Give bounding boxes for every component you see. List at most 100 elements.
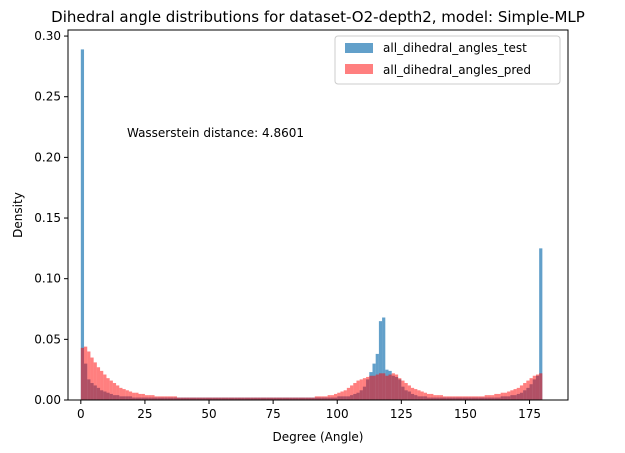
- histogram-bar: [119, 387, 123, 400]
- x-tick-label: 0: [77, 407, 85, 421]
- x-tick-label: 50: [201, 407, 216, 421]
- x-tick-label: 150: [454, 407, 477, 421]
- histogram-bar: [433, 395, 437, 400]
- histogram-bar: [529, 378, 533, 400]
- legend: all_dihedral_angles_test all_dihedral_an…: [334, 35, 561, 85]
- histogram-bar: [212, 397, 216, 400]
- histogram-bar: [535, 374, 540, 400]
- histogram-bar: [423, 392, 427, 400]
- histogram-bar: [362, 378, 367, 400]
- histogram-bar: [532, 375, 536, 400]
- histogram-bar: [443, 396, 447, 400]
- histogram-bar: [189, 397, 193, 400]
- histogram-bar: [318, 396, 322, 400]
- wasserstein-annotation: Wasserstein distance: 4.8601: [127, 126, 304, 140]
- histogram-bar: [301, 397, 306, 400]
- histogram-bar: [471, 396, 476, 400]
- histogram-bar: [497, 393, 501, 400]
- histogram-bar: [305, 397, 309, 400]
- histogram-bar: [96, 367, 101, 400]
- histogram-bar: [199, 397, 203, 400]
- histogram-bar: [138, 393, 142, 400]
- histogram-bar: [151, 395, 155, 400]
- histogram-bar: [417, 390, 421, 400]
- histogram-bar: [385, 375, 389, 400]
- histogram-bar: [337, 392, 341, 400]
- histogram-bar: [484, 395, 488, 400]
- histogram-bar: [285, 397, 290, 400]
- x-tick-label: 25: [137, 407, 152, 421]
- histogram-bar: [426, 393, 431, 400]
- histogram-bar: [401, 380, 405, 400]
- histogram-bar: [516, 387, 520, 400]
- y-axis-ticks: 0.00 0.05 0.10 0.15 0.20 0.25 0.30: [34, 29, 68, 407]
- histogram-bar: [478, 396, 482, 400]
- histogram-bar: [359, 379, 363, 400]
- histogram-bar: [176, 397, 181, 400]
- histogram-bar: [366, 376, 370, 400]
- histogram-bar: [519, 385, 524, 400]
- histogram-bar: [183, 397, 187, 400]
- histogram-bar: [100, 370, 104, 400]
- y-tick-label: 0.05: [34, 332, 61, 346]
- histogram-bar: [500, 392, 504, 400]
- histogram-bar: [494, 393, 498, 400]
- axes-frame: [67, 29, 569, 401]
- histogram-bar: [231, 397, 235, 400]
- x-tick-label: 75: [265, 407, 280, 421]
- histogram-bar: [141, 393, 145, 400]
- histogram-bar: [279, 397, 283, 400]
- histogram-bar: [436, 395, 440, 400]
- histogram-bar: [221, 397, 226, 400]
- histogram-bar: [369, 375, 373, 400]
- histogram-bar: [539, 373, 543, 400]
- histogram-bar: [539, 248, 543, 400]
- histogram-bar: [311, 397, 315, 400]
- histogram-bar: [340, 391, 344, 400]
- histogram-bar: [314, 396, 318, 400]
- histogram-bar: [503, 392, 508, 400]
- histogram-bar: [193, 397, 197, 400]
- histogram-bar: [186, 397, 190, 400]
- histogram-bar: [125, 390, 129, 400]
- histogram-bar: [292, 397, 296, 400]
- histogram-bar: [84, 346, 88, 400]
- legend-label-test: all_dihedral_angles_test: [383, 41, 527, 55]
- histogram-bar: [80, 49, 85, 400]
- histogram-bar: [205, 397, 210, 400]
- histogram-bar: [513, 389, 517, 400]
- histogram-bar: [465, 396, 469, 400]
- histogram-bar: [215, 397, 219, 400]
- y-axis-label: Density: [11, 192, 25, 238]
- histogram-bar: [398, 378, 402, 400]
- histogram-bar: [170, 396, 174, 400]
- histogram-bar: [289, 397, 293, 400]
- histogram-bar: [157, 396, 161, 400]
- histogram-bar: [410, 387, 415, 400]
- histogram-bar: [250, 397, 254, 400]
- histogram-bar: [295, 397, 299, 400]
- histogram-bar: [116, 385, 120, 400]
- histogram-bar: [260, 397, 264, 400]
- histogram-bar: [475, 396, 479, 400]
- histogram-bar: [167, 396, 171, 400]
- histogram-bar: [356, 380, 360, 400]
- histogram-bar: [234, 397, 238, 400]
- series-pred-bars: [80, 346, 543, 400]
- histogram-bar: [446, 396, 450, 400]
- histogram-bar: [269, 397, 274, 400]
- histogram-bar: [173, 396, 177, 400]
- histogram-bar: [253, 397, 258, 400]
- y-tick-label: 0.30: [34, 29, 61, 43]
- histogram-bar: [487, 395, 492, 400]
- histogram-bar: [330, 395, 335, 400]
- histogram-bar: [180, 397, 184, 400]
- histogram-bar: [266, 397, 270, 400]
- histogram-bar: [263, 397, 267, 400]
- y-tick-label: 0.10: [34, 272, 61, 286]
- histogram-bar: [334, 393, 338, 400]
- histogram-bar: [257, 397, 261, 400]
- histogram-bar: [449, 396, 453, 400]
- histogram-bar: [459, 396, 463, 400]
